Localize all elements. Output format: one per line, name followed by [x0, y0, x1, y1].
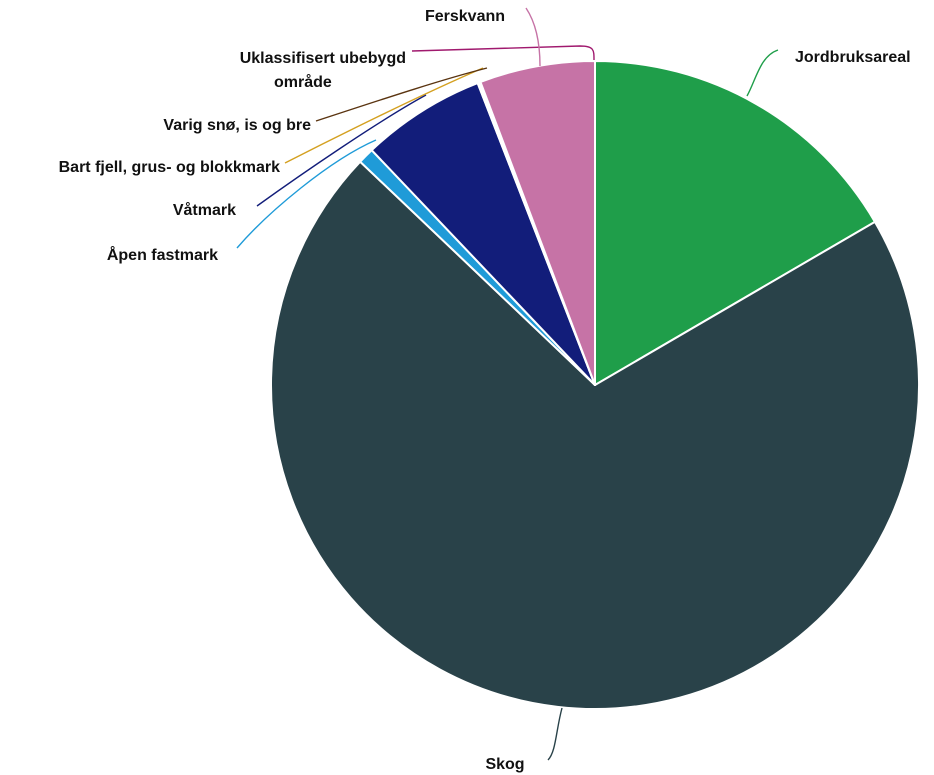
slice-label-2: Skog — [485, 756, 524, 773]
slice-label-4: Våtmark — [173, 201, 236, 219]
leader-line-4 — [256, 94, 427, 207]
pie-slice-1 — [594, 60, 876, 386]
leader-line-8 — [525, 7, 541, 67]
slice-label-7: Uklassifisert ubebygd område — [240, 50, 406, 91]
slice-label-3: Åpen fastmark — [107, 245, 218, 264]
slice-label-6: Varig snø, is og bre — [163, 117, 311, 134]
pie-slice-8 — [479, 60, 596, 386]
slice-label-8: Ferskvann — [425, 8, 505, 25]
leader-line-5 — [284, 67, 484, 164]
pie-slices — [270, 60, 920, 710]
leader-line-6 — [315, 67, 488, 122]
slice-labels: Jordbruksareal Skog Åpen fastmark Våtmark Ba… — [59, 8, 911, 773]
pie-slice-2 — [270, 160, 920, 710]
pie-slice-4 — [370, 82, 596, 386]
leader-line-2 — [547, 707, 563, 761]
leader-lines — [236, 7, 779, 761]
slice-label-1: Jordbruksareal — [795, 49, 911, 66]
leader-line-3 — [236, 139, 377, 249]
leader-line-7 — [411, 45, 595, 61]
leader-line-1 — [746, 49, 779, 97]
slice-label-5: Bart fjell, grus- og blokkmark — [59, 159, 280, 176]
